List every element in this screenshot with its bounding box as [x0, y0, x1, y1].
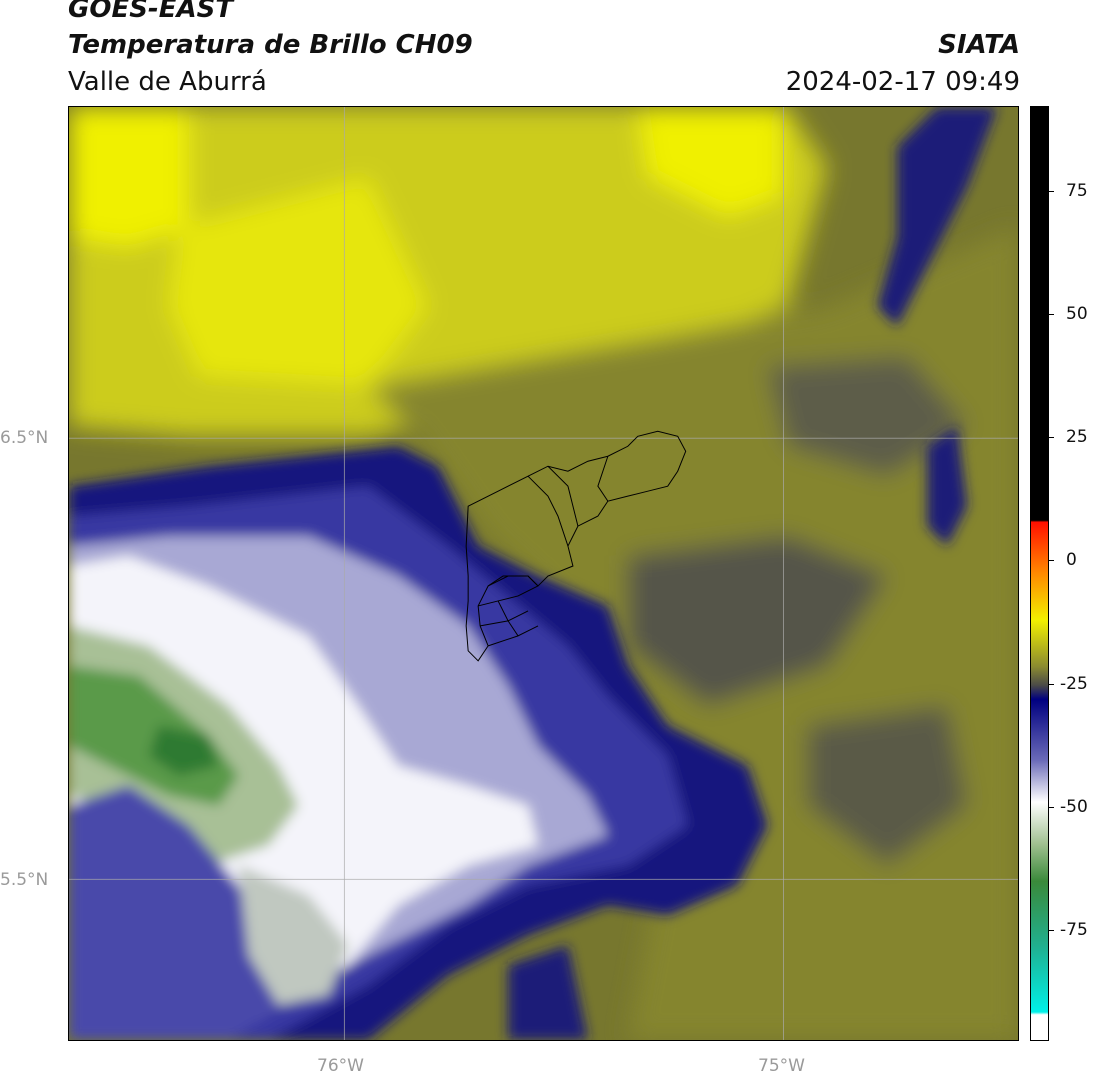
bright-yellow-region [69, 107, 189, 247]
colorbar-label-neg75: -75 [1060, 920, 1088, 940]
bright-yellow-region-3 [637, 107, 783, 217]
municipal-boundaries [465, 430, 687, 662]
navy-streak-ne [877, 107, 998, 327]
title-satellite: GOES-EAST [68, 0, 234, 24]
navy-streak-s [508, 945, 588, 1040]
lat-label-5.5: 5.5°N [0, 870, 49, 890]
title-product: Temperatura de Brillo CH09 [68, 30, 473, 60]
colorbar-tick-mark [1049, 684, 1054, 685]
colorbar-label-neg25: -25 [1060, 674, 1088, 694]
datetime-label: 2024-02-17 09:49 [785, 67, 1020, 97]
colorbar-tick-mark [1049, 807, 1054, 808]
lat-label-6.5: 6.5°N [0, 428, 49, 448]
colorbar-label-75: 75 [1066, 181, 1088, 201]
bright-yellow-region-2 [168, 176, 429, 387]
navy-streak-e [927, 426, 968, 547]
dark-zone-2 [767, 356, 968, 477]
lavender-cloud-sw [238, 865, 349, 1006]
colorbar-label-50: 50 [1066, 304, 1088, 324]
colorbar-label-neg50: -50 [1060, 797, 1088, 817]
lon-label-76: 76°W [317, 1056, 364, 1076]
colorbar-tick-mark [1049, 930, 1054, 931]
dark-zone [627, 536, 888, 706]
colorbar-tick-mark [1049, 314, 1054, 315]
map-panel[interactable] [68, 106, 1019, 1041]
colorbar-label-25: 25 [1066, 427, 1088, 447]
colorbar-label-0: 0 [1066, 550, 1077, 570]
colorbar-gradient [1031, 107, 1048, 1040]
lon-label-75: 75°W [758, 1056, 805, 1076]
dark-zone-3 [807, 705, 968, 866]
organization-label: SIATA [938, 30, 1020, 60]
brightness-temperature-map [69, 107, 1018, 1040]
dark-green-core [148, 725, 219, 776]
blue-cloud-sw [69, 785, 279, 1040]
colorbar-tick-mark [1049, 191, 1054, 192]
colorbar-tick-mark [1049, 437, 1054, 438]
colorbar-tick-mark [1049, 560, 1054, 561]
colorbar [1030, 106, 1049, 1041]
subtitle-region: Valle de Aburrá [68, 67, 267, 97]
